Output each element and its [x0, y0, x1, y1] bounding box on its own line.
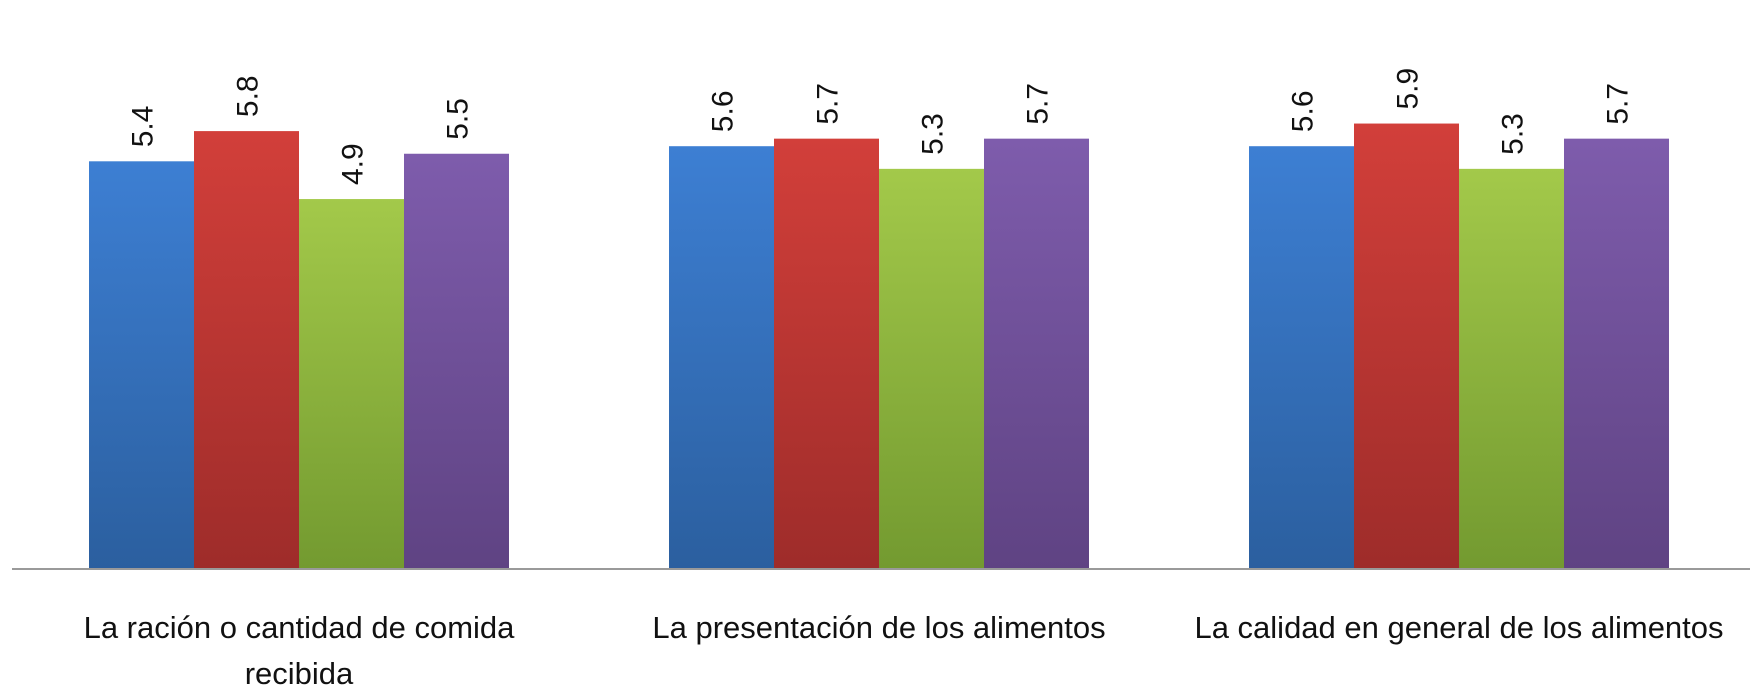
- value-label-series-2-category-2: 5.7: [812, 83, 845, 125]
- bar-series-4-category-1: [404, 153, 509, 569]
- value-label-series-2-category-3: 5.9: [1392, 68, 1425, 110]
- value-label-series-3-category-3: 5.3: [1497, 113, 1530, 155]
- bar-series-4-category-3: [1564, 138, 1669, 569]
- bar-series-1-category-2: [669, 146, 774, 569]
- bar-series-1-category-3: [1249, 146, 1354, 569]
- bar-series-3-category-2: [879, 168, 984, 569]
- category-labels-group: La ración o cantidad de comida recibida La…: [84, 610, 1724, 689]
- value-label-series-1-category-3: 5.6: [1287, 90, 1320, 132]
- category-label-1-line-2: recibida: [245, 656, 354, 689]
- bar-series-2-category-1: [194, 131, 299, 569]
- category-label-2: La presentación de los alimentos: [652, 610, 1105, 645]
- value-label-series-4-category-1: 5.5: [442, 98, 475, 140]
- category-label-1-line-1: La ración o cantidad de comida: [84, 610, 516, 645]
- bar-series-3-category-3: [1459, 168, 1564, 569]
- bar-series-3-category-1: [299, 199, 404, 570]
- value-label-series-3-category-1: 4.9: [337, 143, 370, 185]
- bar-series-4-category-2: [984, 138, 1089, 569]
- bar-series-1-category-1: [89, 161, 194, 570]
- bar-series-2-category-2: [774, 138, 879, 569]
- value-label-series-1-category-1: 5.4: [127, 106, 160, 148]
- bar-series-2-category-3: [1354, 123, 1459, 570]
- value-label-series-3-category-2: 5.3: [917, 113, 950, 155]
- value-labels-group: 5.4 5.8 4.9 5.5 5.6 5.7 5.3 5.7 5.6 5.9 5.3 5.7: [127, 68, 1635, 185]
- category-label-3: La calidad en general de los alimentos: [1194, 610, 1723, 645]
- value-label-series-1-category-2: 5.6: [707, 90, 740, 132]
- bars-group: [89, 123, 1669, 570]
- value-label-series-4-category-2: 5.7: [1022, 83, 1055, 125]
- value-label-series-4-category-3: 5.7: [1602, 83, 1635, 125]
- value-label-series-2-category-1: 5.8: [232, 75, 265, 117]
